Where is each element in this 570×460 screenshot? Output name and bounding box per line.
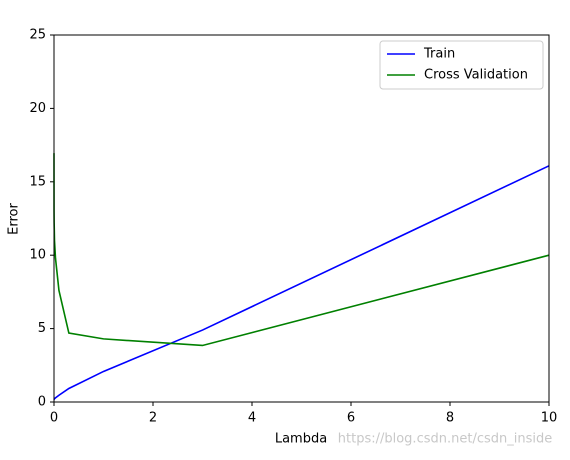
watermark: https://blog.csdn.net/csdn_inside [338,432,552,447]
legend-box [379,40,544,90]
x-tick-label: 0 [50,411,58,426]
y-axis-label: Error [7,203,22,235]
x-tick-label: 4 [248,411,256,426]
y-tick-label: 15 [29,174,46,189]
y-tick-label: 20 [29,101,46,116]
y-tick-label: 0 [38,395,46,410]
x-tick-label: 2 [149,411,157,426]
x-tick-label: 8 [446,411,454,426]
legend-label: Cross Validation [424,68,528,83]
x-tick-label: 6 [347,411,355,426]
legend-label: Train [423,47,455,62]
x-axis-label: Lambda [275,432,327,447]
x-tick-label: 10 [541,411,558,426]
y-tick-label: 25 [29,28,46,43]
y-tick-label: 10 [29,248,46,263]
axes-frame [53,34,550,403]
y-tick-label: 5 [38,321,46,336]
